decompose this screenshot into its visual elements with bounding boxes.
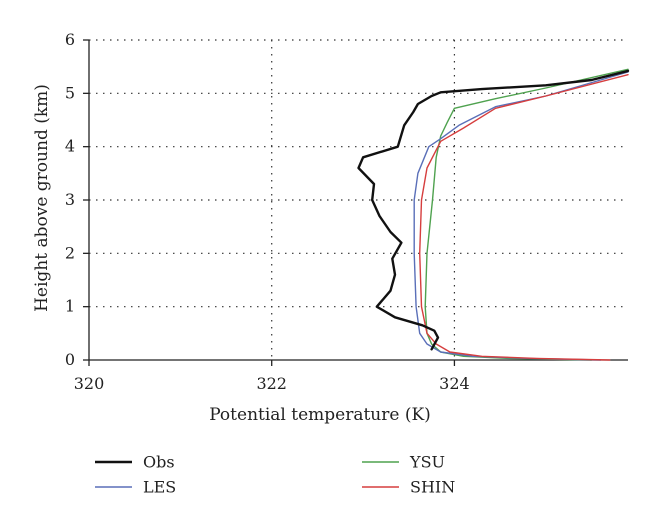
y-tick-label: 0: [65, 350, 75, 369]
x-tick-label: 322: [256, 374, 287, 393]
grid-lines: [89, 39, 628, 360]
series-lines: [357, 68, 630, 361]
y-tick-label: 3: [65, 190, 75, 209]
axis-ticks: 0 1 2 3 4 5 6 320 322 324: [65, 30, 470, 393]
y-tick-label: 4: [65, 137, 75, 156]
series-line-shin: [419, 74, 629, 361]
legend-label-shin: SHIN: [410, 478, 455, 497]
y-tick-label: 2: [65, 243, 75, 262]
series-line-les: [413, 71, 629, 361]
x-tick-label: 324: [439, 374, 470, 393]
y-tick-label: 1: [65, 297, 75, 316]
series-line-obs: [357, 69, 630, 351]
x-axis-label: Potential temperature (K): [209, 405, 431, 425]
y-tick-label: 5: [65, 83, 75, 102]
series-line-ysu: [424, 68, 629, 361]
y-tick-label: 6: [65, 30, 75, 49]
y-axis-label: Height above ground (km): [32, 84, 52, 312]
legend-label-obs: Obs: [143, 453, 175, 472]
legend-label-ysu: YSU: [409, 453, 445, 472]
x-tick-label: 320: [74, 374, 105, 393]
legend-label-les: LES: [143, 478, 176, 497]
legend: Obs LES YSU SHIN: [95, 453, 455, 497]
